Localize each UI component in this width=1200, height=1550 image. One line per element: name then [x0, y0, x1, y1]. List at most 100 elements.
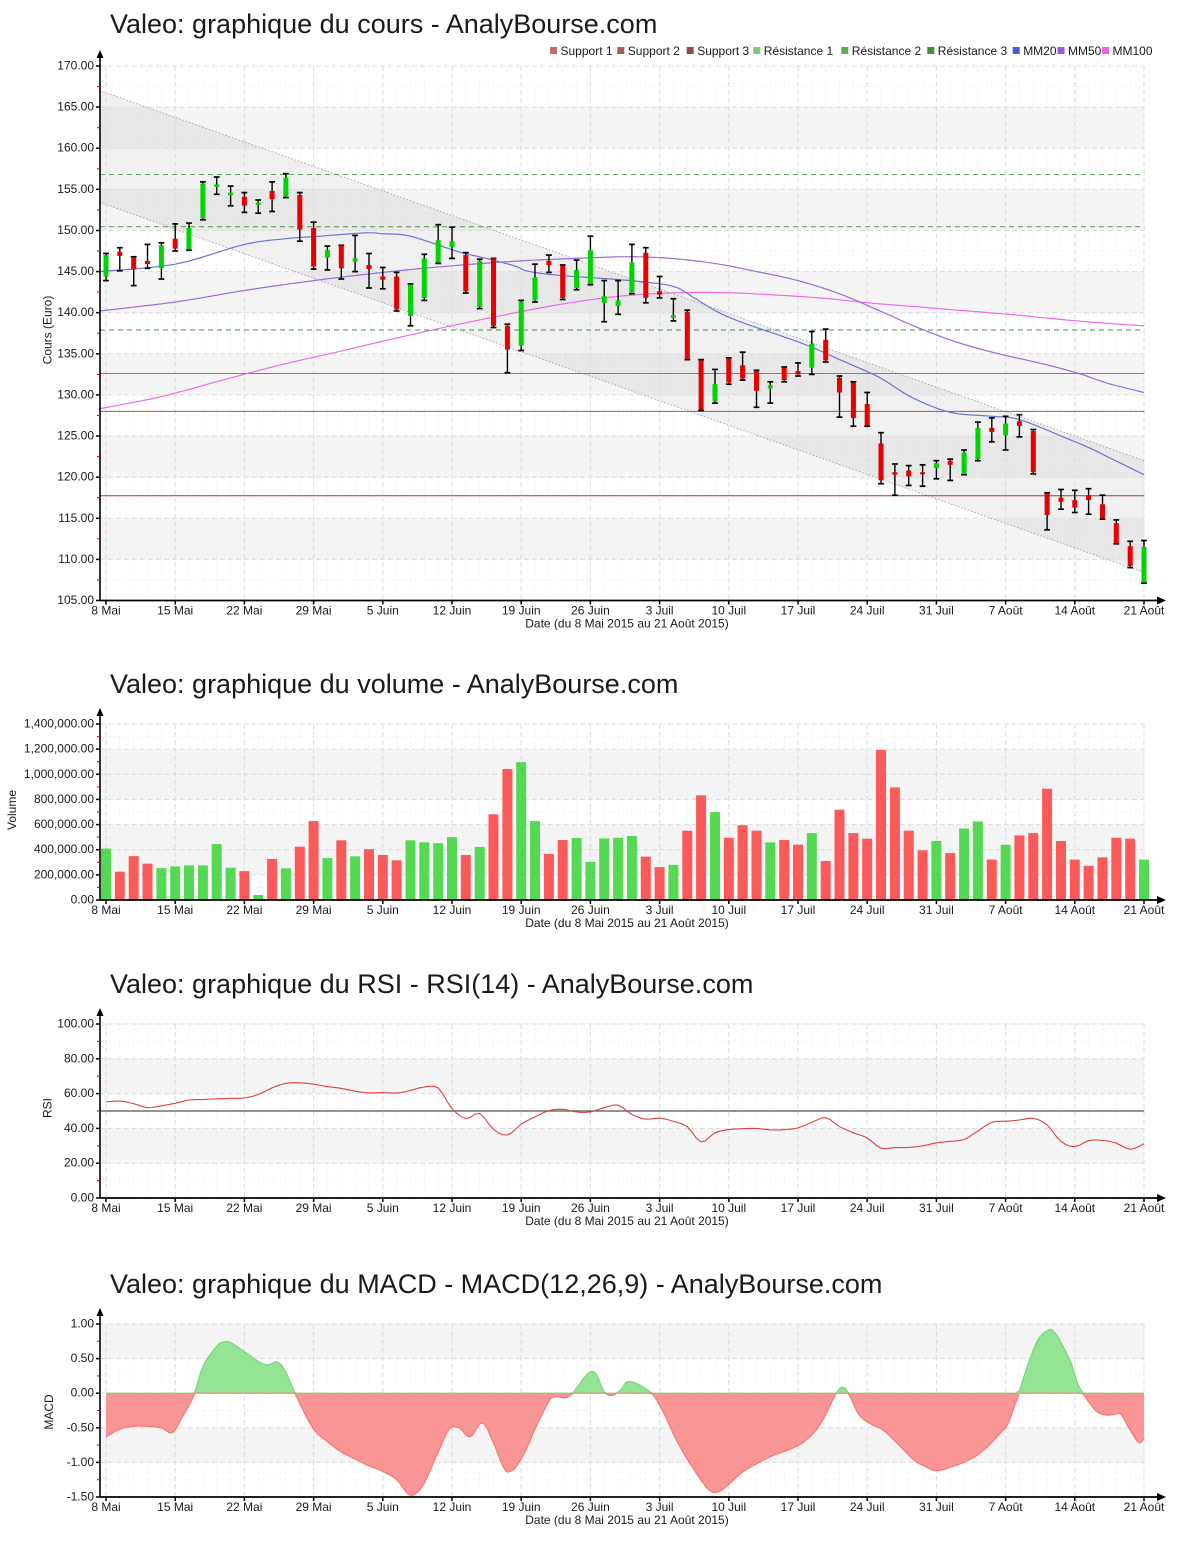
svg-text:3 Juil: 3 Juil	[646, 903, 674, 917]
svg-text:5 Juin: 5 Juin	[367, 1201, 399, 1215]
svg-text:140.00: 140.00	[57, 305, 94, 319]
svg-text:5 Juin: 5 Juin	[367, 604, 399, 618]
svg-text:24 Juil: 24 Juil	[850, 604, 885, 618]
svg-text:Résistance 1: Résistance 1	[764, 44, 834, 58]
svg-text:29 Mai: 29 Mai	[296, 604, 332, 618]
svg-text:22 Mai: 22 Mai	[226, 1500, 262, 1514]
svg-text:5 Juin: 5 Juin	[367, 903, 399, 917]
svg-text:21 Août: 21 Août	[1124, 903, 1165, 917]
svg-text:165.00: 165.00	[57, 100, 94, 114]
svg-text:0.00: 0.00	[71, 1386, 95, 1400]
svg-text:3 Juil: 3 Juil	[646, 1500, 674, 1514]
svg-text:130.00: 130.00	[57, 387, 94, 401]
svg-text:22 Mai: 22 Mai	[226, 903, 262, 917]
svg-text:10 Juil: 10 Juil	[711, 903, 746, 917]
svg-text:80.00: 80.00	[64, 1051, 94, 1065]
svg-text:21 Août: 21 Août	[1124, 1500, 1165, 1514]
svg-text:22 Mai: 22 Mai	[226, 604, 262, 618]
svg-text:MM50: MM50	[1068, 44, 1102, 58]
svg-text:24 Juil: 24 Juil	[850, 903, 885, 917]
svg-text:7 Août: 7 Août	[989, 1500, 1024, 1514]
svg-text:12 Juin: 12 Juin	[433, 903, 472, 917]
svg-text:17 Juil: 17 Juil	[781, 1500, 816, 1514]
svg-text:22 Mai: 22 Mai	[226, 1201, 262, 1215]
svg-text:40.00: 40.00	[64, 1121, 94, 1135]
svg-text:14 Août: 14 Août	[1054, 604, 1095, 618]
svg-text:145.00: 145.00	[57, 264, 94, 278]
svg-text:31 Juil: 31 Juil	[919, 1201, 954, 1215]
svg-text:Date (du 8 Mai 2015 au 21 Août: Date (du 8 Mai 2015 au 21 Août 2015)	[525, 1214, 728, 1228]
svg-text:19 Juin: 19 Juin	[502, 903, 541, 917]
svg-text:Date (du 8 Mai 2015 au 21 Août: Date (du 8 Mai 2015 au 21 Août 2015)	[525, 916, 728, 930]
svg-text:600,000.00: 600,000.00	[34, 817, 94, 831]
svg-text:7 Août: 7 Août	[989, 604, 1024, 618]
svg-text:24 Juil: 24 Juil	[850, 1201, 885, 1215]
svg-text:135.00: 135.00	[57, 346, 94, 360]
svg-text:8 Mai: 8 Mai	[91, 604, 120, 618]
svg-text:MM20: MM20	[1023, 44, 1057, 58]
svg-text:Valeo: graphique du cours - An: Valeo: graphique du cours - AnalyBourse.…	[110, 9, 657, 39]
svg-text:Valeo: graphique du volume - A: Valeo: graphique du volume - AnalyBourse…	[110, 669, 678, 699]
svg-text:29 Mai: 29 Mai	[296, 903, 332, 917]
svg-text:10 Juil: 10 Juil	[711, 604, 746, 618]
svg-text:19 Juin: 19 Juin	[502, 1500, 541, 1514]
svg-text:125.00: 125.00	[57, 429, 94, 443]
svg-text:Résistance 3: Résistance 3	[938, 44, 1008, 58]
svg-text:-0.50: -0.50	[67, 1420, 95, 1434]
svg-text:400,000.00: 400,000.00	[34, 842, 94, 856]
svg-text:120.00: 120.00	[57, 470, 94, 484]
svg-text:1,200,000.00: 1,200,000.00	[24, 742, 94, 756]
svg-text:31 Juil: 31 Juil	[919, 903, 954, 917]
svg-text:110.00: 110.00	[58, 552, 94, 566]
svg-text:21 Août: 21 Août	[1124, 604, 1165, 618]
svg-text:100.00: 100.00	[57, 1017, 94, 1031]
svg-text:31 Juil: 31 Juil	[919, 604, 954, 618]
svg-text:3 Juil: 3 Juil	[646, 604, 674, 618]
svg-text:RSI: RSI	[41, 1098, 55, 1118]
svg-text:17 Juil: 17 Juil	[781, 903, 816, 917]
svg-text:105.00: 105.00	[57, 593, 94, 607]
svg-text:800,000.00: 800,000.00	[34, 792, 94, 806]
svg-text:17 Juil: 17 Juil	[781, 1201, 816, 1215]
svg-text:10 Juil: 10 Juil	[711, 1201, 746, 1215]
svg-text:Date (du 8 Mai 2015 au 21 Août: Date (du 8 Mai 2015 au 21 Août 2015)	[525, 617, 728, 631]
svg-text:26 Juin: 26 Juin	[571, 604, 610, 618]
svg-text:Date (du 8 Mai 2015 au 21 Août: Date (du 8 Mai 2015 au 21 Août 2015)	[525, 1513, 728, 1527]
svg-text:170.00: 170.00	[57, 59, 94, 73]
svg-text:8 Mai: 8 Mai	[91, 903, 120, 917]
svg-text:Cours (Euro): Cours (Euro)	[41, 296, 55, 365]
svg-text:12 Juin: 12 Juin	[433, 1201, 472, 1215]
svg-text:60.00: 60.00	[64, 1086, 94, 1100]
svg-text:1,400,000.00: 1,400,000.00	[24, 717, 94, 731]
svg-text:20.00: 20.00	[64, 1156, 94, 1170]
svg-text:1,000,000.00: 1,000,000.00	[24, 767, 94, 781]
svg-text:14 Août: 14 Août	[1054, 903, 1095, 917]
svg-text:15 Mai: 15 Mai	[157, 1201, 193, 1215]
svg-text:21 Août: 21 Août	[1124, 1201, 1165, 1215]
svg-text:8 Mai: 8 Mai	[91, 1201, 120, 1215]
svg-text:19 Juin: 19 Juin	[502, 604, 541, 618]
svg-text:3 Juil: 3 Juil	[646, 1201, 674, 1215]
svg-text:17 Juil: 17 Juil	[781, 604, 816, 618]
svg-text:200,000.00: 200,000.00	[34, 867, 94, 881]
svg-text:Résistance 2: Résistance 2	[852, 44, 922, 58]
svg-text:5 Juin: 5 Juin	[367, 1500, 399, 1514]
svg-text:12 Juin: 12 Juin	[433, 604, 472, 618]
svg-text:115.00: 115.00	[58, 511, 94, 525]
svg-text:Support 3: Support 3	[697, 44, 749, 58]
svg-text:8 Mai: 8 Mai	[91, 1500, 120, 1514]
svg-text:MACD: MACD	[42, 1394, 56, 1430]
svg-text:14 Août: 14 Août	[1054, 1500, 1095, 1514]
svg-text:7 Août: 7 Août	[989, 1201, 1024, 1215]
svg-text:7 Août: 7 Août	[989, 903, 1024, 917]
svg-text:15 Mai: 15 Mai	[157, 604, 193, 618]
svg-text:15 Mai: 15 Mai	[157, 903, 193, 917]
svg-text:29 Mai: 29 Mai	[296, 1500, 332, 1514]
svg-text:14 Août: 14 Août	[1054, 1201, 1095, 1215]
svg-text:Support 1: Support 1	[561, 44, 613, 58]
svg-text:Valeo: graphique du RSI - RSI(: Valeo: graphique du RSI - RSI(14) - Anal…	[110, 969, 753, 999]
svg-text:-1.00: -1.00	[67, 1455, 95, 1469]
svg-text:160.00: 160.00	[57, 141, 94, 155]
svg-text:12 Juin: 12 Juin	[433, 1500, 472, 1514]
svg-text:Volume: Volume	[5, 790, 19, 830]
